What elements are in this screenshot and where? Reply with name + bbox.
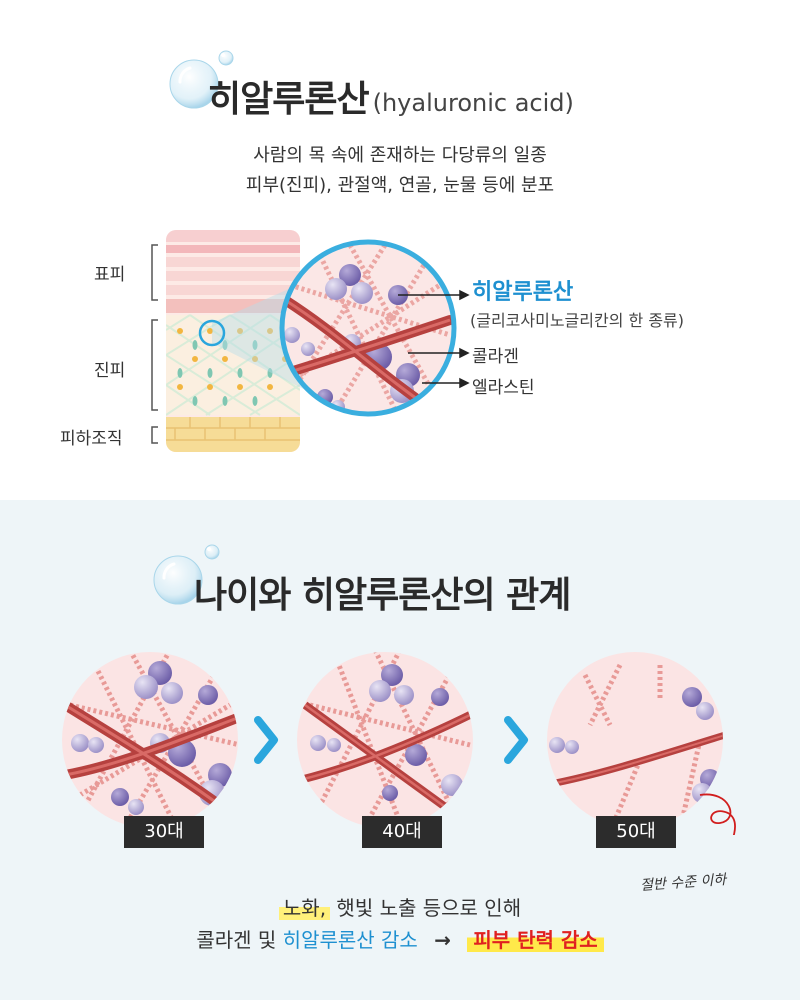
highlight-hyaluronic-decrease: 히알루론산 감소 bbox=[282, 928, 418, 952]
age-40s-circle bbox=[297, 652, 473, 828]
chevron-right-icon bbox=[504, 716, 528, 764]
handwritten-note: 절반 수준 이하 bbox=[639, 872, 727, 894]
dermis-bracket bbox=[151, 319, 158, 411]
age-comparison-diagram bbox=[62, 652, 736, 835]
section1-title-row: 히알루론산 (hyaluronic acid) bbox=[208, 70, 574, 122]
label-collagen: 콜라겐 bbox=[472, 347, 519, 367]
zoom-target-circle bbox=[198, 319, 226, 347]
water-bubble-icon bbox=[169, 50, 234, 109]
water-bubble-icon bbox=[153, 544, 220, 605]
section1-title-sub: (hyaluronic acid) bbox=[372, 89, 574, 117]
explanation-line2-prefix: 콜라겐 및 bbox=[196, 928, 283, 952]
explanation-line1: 노화, 햇빛 노출 등으로 인해 bbox=[0, 893, 800, 923]
section2-title: 나이와 히알루론산의 관계 bbox=[194, 575, 571, 616]
magnify-lens-ring bbox=[279, 239, 457, 417]
label-epidermis: 표피 bbox=[94, 265, 126, 285]
section1-desc-line1: 사람의 목 속에 존재하는 다당류의 일종 bbox=[253, 145, 547, 166]
chevron-right-icon bbox=[254, 716, 278, 764]
subcutis-bracket bbox=[151, 426, 158, 444]
highlight-elasticity-decrease: 피부 탄력 감소 bbox=[467, 928, 604, 952]
explanation-line1-rest: 햇빛 노출 등으로 인해 bbox=[330, 896, 522, 920]
skin-layer-diagram bbox=[151, 230, 470, 452]
age-badge-50s: 50대 bbox=[596, 816, 676, 848]
section1-desc-line2: 피부(진피), 관절액, 연골, 눈물 등에 분포 bbox=[245, 175, 555, 196]
section1-title: 히알루론산 bbox=[208, 79, 370, 120]
skin-cross-section bbox=[166, 230, 300, 452]
arrow-right-text: → bbox=[434, 928, 451, 952]
magnified-view bbox=[282, 242, 454, 414]
hyaluronic-intro-section: 히알루론산 (hyaluronic acid) 사람의 목 속에 존재하는 다당… bbox=[60, 50, 685, 452]
explanation-line2: 콜라겐 및 히알루론산 감소 → 피부 탄력 감소 bbox=[0, 925, 800, 955]
label-hyaluronic-sub: (글리코사미노글리칸의 한 종류) bbox=[470, 311, 685, 330]
epidermis-bracket bbox=[151, 244, 158, 301]
label-hyaluronic: 히알루론산 bbox=[472, 280, 574, 305]
highlight-aging: 노화, bbox=[278, 896, 331, 920]
handwritten-swirl-icon bbox=[699, 793, 736, 835]
age-badge-30s: 30대 bbox=[124, 816, 204, 848]
label-subcutis: 피하조직 bbox=[60, 429, 123, 449]
age-50s-circle bbox=[547, 652, 736, 835]
label-dermis: 진피 bbox=[94, 361, 126, 381]
label-elastin: 엘라스틴 bbox=[472, 378, 535, 398]
age-30s-circle bbox=[62, 652, 238, 828]
age-relation-section: 나이와 히알루론산의 관계 bbox=[0, 500, 800, 1000]
section2-title-row: 나이와 히알루론산의 관계 bbox=[194, 566, 571, 618]
age-badge-40s: 40대 bbox=[362, 816, 442, 848]
